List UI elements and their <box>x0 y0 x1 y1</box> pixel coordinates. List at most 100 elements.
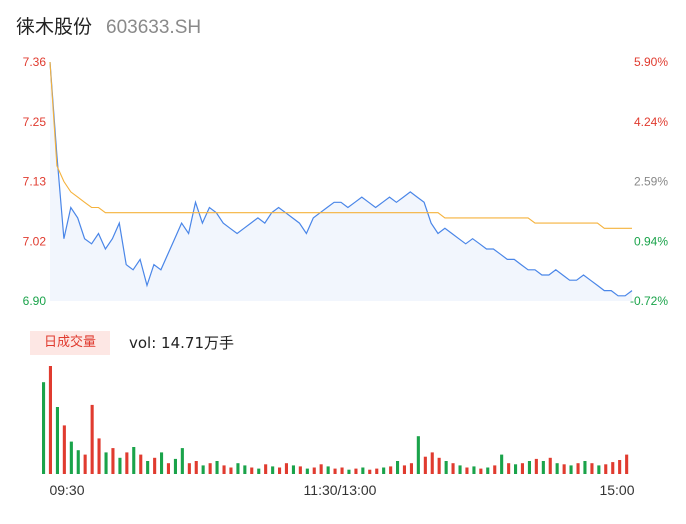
volume-bar <box>264 464 268 474</box>
volume-bar <box>618 460 622 474</box>
volume-bar <box>347 469 351 474</box>
volume-bar <box>361 467 365 474</box>
volume-bar <box>55 407 59 474</box>
volume-bar <box>507 463 511 474</box>
volume-bar <box>166 463 170 474</box>
volume-bar <box>583 461 587 474</box>
y-tick-left: 7.25 <box>23 115 47 129</box>
volume-bar <box>305 468 309 474</box>
volume-bar <box>451 463 455 474</box>
volume-bar <box>48 366 52 474</box>
volume-bar <box>90 404 94 474</box>
volume-bar <box>229 467 233 474</box>
stock-name: 徕木股份 <box>16 16 93 38</box>
volume-bar <box>173 458 177 474</box>
volume-bar <box>590 463 594 474</box>
volume-bar <box>486 467 490 474</box>
y-tick-right: 2.59% <box>634 175 668 189</box>
volume-bar <box>444 461 448 474</box>
volume-bar <box>465 467 469 474</box>
volume-bar <box>340 467 344 474</box>
volume-bar <box>597 465 601 474</box>
volume-bar <box>312 467 316 474</box>
volume-bar <box>611 462 615 474</box>
volume-bar <box>326 466 330 474</box>
volume-bar <box>187 463 191 474</box>
volume-bar <box>42 382 46 474</box>
volume-bar <box>534 458 538 474</box>
stock-code: 603633.SH <box>106 17 202 38</box>
stock-header: 徕木股份 603633.SH <box>16 12 201 40</box>
y-tick-right: -0.72% <box>630 294 668 308</box>
volume-bar <box>215 461 219 474</box>
volume-bar <box>271 466 275 474</box>
price-area <box>50 62 632 301</box>
volume-bar <box>437 457 441 474</box>
volume-bar <box>83 454 87 474</box>
volume-bar <box>625 454 629 474</box>
volume-bar <box>236 463 240 474</box>
x-tick: 15:00 <box>599 482 634 498</box>
volume-bar <box>62 425 66 474</box>
volume-bar <box>160 452 164 474</box>
y-tick-right: 5.90% <box>634 55 668 69</box>
volume-bar <box>319 464 323 474</box>
volume-bar <box>389 466 393 474</box>
volume-bar <box>576 463 580 474</box>
volume-bar <box>493 465 497 474</box>
volume-bar <box>243 465 247 474</box>
volume-bar <box>257 468 261 474</box>
average-line <box>49 61 632 229</box>
volume-bar <box>194 461 198 474</box>
y-tick-right: 4.24% <box>634 115 668 129</box>
volume-bar <box>250 467 254 474</box>
volume-bar <box>180 448 184 474</box>
y-tick-left: 7.36 <box>23 55 47 69</box>
x-tick: 11:30/13:00 <box>304 482 377 498</box>
volume-bar <box>76 450 80 474</box>
x-tick: 09:30 <box>49 482 84 498</box>
volume-bar <box>298 466 302 474</box>
volume-bar <box>69 441 73 474</box>
volume-bar <box>278 467 282 474</box>
volume-bar <box>541 461 545 474</box>
volume-bar <box>562 464 566 474</box>
volume-bar <box>139 454 143 474</box>
volume-bar <box>111 448 115 474</box>
volume-bar <box>333 468 337 474</box>
volume-bar <box>153 457 157 474</box>
y-tick-left: 7.13 <box>23 175 47 189</box>
volume-bar <box>104 452 108 474</box>
volume-label: vol: 14.71万手 <box>129 334 234 352</box>
volume-bar <box>569 465 573 474</box>
volume-bar <box>284 463 288 474</box>
volume-bar <box>479 468 483 474</box>
volume-bar <box>222 465 226 474</box>
volume-bar <box>396 461 400 474</box>
volume-bar <box>354 468 358 474</box>
volume-bar <box>430 452 434 474</box>
volume-bar <box>382 467 386 474</box>
volume-bar <box>548 457 552 474</box>
volume-bar <box>604 464 608 474</box>
price-line <box>49 61 633 297</box>
y-tick-left: 7.02 <box>23 234 47 248</box>
volume-bar <box>416 436 420 474</box>
volume-bar <box>555 463 559 474</box>
volume-bar <box>201 465 205 474</box>
volume-bar <box>97 438 101 474</box>
volume-bar <box>527 461 531 474</box>
y-tick-left: 6.90 <box>23 294 47 308</box>
volume-bar <box>375 468 379 474</box>
volume-bar <box>208 463 212 474</box>
volume-bar <box>125 452 129 474</box>
volume-bar <box>368 469 372 474</box>
volume-bar <box>520 463 524 474</box>
volume-bar <box>132 447 136 474</box>
y-tick-right: 0.94% <box>634 234 668 248</box>
volume-bar <box>402 465 406 474</box>
volume-tab[interactable]: 日成交量 <box>30 331 110 355</box>
volume-bar <box>409 463 413 474</box>
volume-bar <box>146 461 150 474</box>
